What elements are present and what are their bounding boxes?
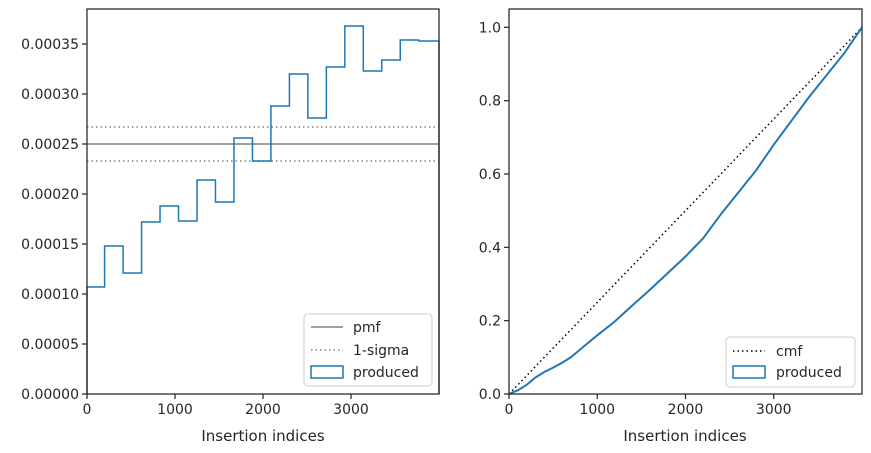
cmf-series-line [508, 26, 863, 395]
y-tick-label: 0.00020 [21, 187, 79, 203]
produced-series-line [508, 26, 863, 395]
x-tick-label: 3000 [333, 402, 369, 418]
y-tick-label: 0.00005 [21, 337, 79, 353]
legend-pmf-label: pmf [353, 320, 382, 336]
legend-produced-label: produced [776, 365, 842, 381]
histogram-legend: pmf 1-sigma produced [303, 313, 433, 387]
y-tick-label: 0.8 [479, 94, 501, 110]
cumulative-plot-area [508, 26, 863, 395]
x-tick-label: 2000 [668, 402, 704, 418]
cumulative-legend-box [725, 336, 856, 388]
y-tick-label: 0.00030 [21, 87, 79, 103]
x-tick-label: 3000 [756, 402, 792, 418]
histogram-axes-frame [86, 8, 440, 395]
legend-1-sigma-label: 1-sigma [353, 343, 409, 359]
x-tick-label: 1000 [157, 402, 193, 418]
y-tick-label: 0.00010 [21, 287, 79, 303]
cumulative-legend: cmf produced [725, 336, 856, 388]
y-tick-label: 0.6 [479, 167, 501, 183]
y-tick-label: 0.00035 [21, 37, 79, 53]
histogram-x-axis-label: Insertion indices [201, 427, 324, 445]
histogram-legend-box [303, 313, 433, 387]
cumulative-panel: 0 1000 2000 3000 0.0 0.2 0.4 0.6 0.8 1.0 Inserti… [479, 8, 863, 445]
y-tick-label: 0.00015 [21, 237, 79, 253]
y-tick-label: 0.00025 [21, 137, 79, 153]
cumulative-axes-frame [508, 8, 863, 395]
legend-produced-box-icon [310, 365, 344, 379]
histogram-y-ticks: 0.00000 0.00005 0.00010 0.00015 0.00020 0.000… [21, 37, 87, 403]
x-tick-label: 0 [83, 402, 92, 418]
cumulative-x-axis-label: Insertion indices [623, 427, 746, 445]
x-tick-label: 0 [505, 402, 514, 418]
y-tick-label: 1.0 [479, 20, 501, 36]
legend-produced-label: produced [353, 365, 419, 381]
cumulative-x-ticks: 0 1000 2000 3000 [505, 394, 792, 418]
histogram-x-ticks: 0 1000 2000 3000 [83, 394, 369, 418]
legend-cmf-label: cmf [776, 344, 803, 360]
y-tick-label: 0.0 [479, 387, 501, 403]
x-tick-label: 2000 [245, 402, 281, 418]
x-tick-label: 1000 [579, 402, 615, 418]
legend-produced-box-icon [732, 365, 766, 379]
y-tick-label: 0.00000 [21, 387, 79, 403]
histogram-plot-area [86, 25, 440, 394]
histogram-panel: 0 1000 2000 3000 0.000000.000050.000100.000… [21, 8, 440, 445]
y-tick-label: 0.4 [479, 240, 501, 256]
cumulative-y-ticks: 0.0 0.2 0.4 0.6 0.8 1.0 [479, 20, 509, 403]
produced-histogram-step [86, 25, 440, 394]
y-tick-label: 0.2 [479, 314, 501, 330]
